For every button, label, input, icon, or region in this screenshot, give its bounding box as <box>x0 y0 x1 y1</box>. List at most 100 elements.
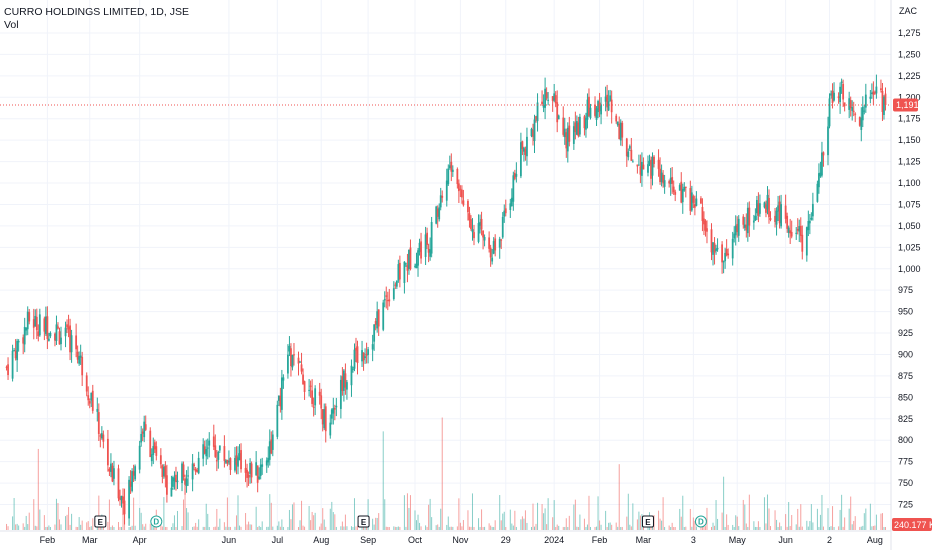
y-tick-label: 875 <box>898 371 913 381</box>
candle-body <box>721 244 724 263</box>
candle-body <box>187 475 189 477</box>
svg-text:240.177 K: 240.177 K <box>894 520 932 530</box>
candle-body <box>215 460 218 462</box>
candle-body <box>533 119 536 142</box>
candle-body <box>388 299 391 302</box>
y-tick-label: 850 <box>898 392 913 402</box>
candle-body <box>420 241 422 259</box>
candle-body <box>427 248 430 253</box>
candle-body <box>828 98 831 127</box>
volume-bar <box>34 525 36 530</box>
volume-bar <box>869 503 871 530</box>
volume-bar <box>715 500 717 530</box>
candle-body <box>498 238 501 248</box>
volume-bar <box>543 513 545 530</box>
candle-body <box>165 475 168 495</box>
volume-bar <box>884 526 886 530</box>
candle-body <box>346 382 348 390</box>
volume-bar <box>791 515 793 530</box>
dividend-event-marker[interactable]: D <box>150 515 163 528</box>
candle-body <box>287 354 289 374</box>
candle-body <box>615 115 618 122</box>
candle-body <box>78 356 81 364</box>
volume-bar <box>372 518 374 530</box>
candle-body <box>197 457 200 474</box>
volume-bar <box>298 526 300 530</box>
volume-bar <box>597 496 599 530</box>
candle-body <box>504 208 507 214</box>
volume-bar <box>71 513 73 530</box>
volume-bar <box>299 520 301 530</box>
candle-body <box>277 395 280 401</box>
candle-body <box>562 117 565 135</box>
candle-body <box>586 99 589 120</box>
volume-bar <box>611 524 613 530</box>
candle-body <box>224 460 227 463</box>
volume-bar <box>435 525 437 530</box>
candle-body <box>641 161 643 176</box>
volume-bar <box>695 526 697 530</box>
candle-body <box>706 228 708 232</box>
volume-bar <box>449 526 451 530</box>
volume-bar <box>547 498 549 530</box>
earnings-event-marker[interactable]: E <box>357 515 370 528</box>
volume-bar <box>196 526 198 530</box>
volume-bar <box>493 526 495 530</box>
volume-bar <box>33 499 35 530</box>
candle-body <box>869 96 872 99</box>
volume-bar <box>530 526 532 530</box>
candle-body <box>46 316 49 339</box>
volume-bar <box>757 521 759 530</box>
volume-bar <box>534 526 536 530</box>
candle-body <box>515 173 518 177</box>
candle-body <box>438 207 441 220</box>
x-tick-label: Mar <box>636 535 652 545</box>
candle-body <box>297 357 300 364</box>
volume-bar <box>674 526 676 530</box>
volume-bar <box>632 503 634 530</box>
volume-bar <box>128 526 130 530</box>
volume-bar <box>756 527 758 530</box>
earnings-event-marker[interactable]: E <box>641 515 654 528</box>
candle-body <box>106 438 109 466</box>
volume-bar <box>245 513 247 530</box>
volume-bar <box>786 526 788 530</box>
candle-body <box>789 230 792 234</box>
dividend-event-marker[interactable]: D <box>694 515 707 528</box>
volume-bar <box>235 515 237 530</box>
y-tick-label: 1,175 <box>898 114 921 124</box>
volume-bar <box>325 526 327 530</box>
candle-body <box>684 186 687 188</box>
y-tick-label: 1,225 <box>898 71 921 81</box>
candle-body <box>460 189 463 198</box>
candle-body <box>805 227 808 256</box>
candle-body <box>483 236 486 241</box>
volume-bar <box>408 507 410 530</box>
candle-body <box>830 93 832 96</box>
candle-body <box>439 195 442 208</box>
candle-body <box>854 113 857 115</box>
candle-body <box>119 497 121 500</box>
candle-body <box>755 200 758 214</box>
candle-body <box>557 115 560 120</box>
volume-bar <box>393 526 395 530</box>
volume-bar <box>207 513 209 530</box>
candle-body <box>371 344 374 350</box>
earnings-event-marker[interactable]: E <box>94 515 107 528</box>
candle-body <box>690 192 693 211</box>
candle-body <box>798 226 801 232</box>
candle-body <box>385 295 388 297</box>
volume-bar <box>373 524 375 530</box>
candle-body <box>660 172 663 183</box>
candle-body <box>494 238 497 251</box>
candle-body <box>545 92 548 99</box>
volume-bar <box>319 526 321 530</box>
volume-bar <box>526 522 528 530</box>
volume-bar <box>671 522 673 530</box>
volume-bar <box>832 506 834 530</box>
volume-bar <box>119 526 121 530</box>
volume-bar <box>86 522 88 530</box>
volume-bar <box>346 526 348 530</box>
